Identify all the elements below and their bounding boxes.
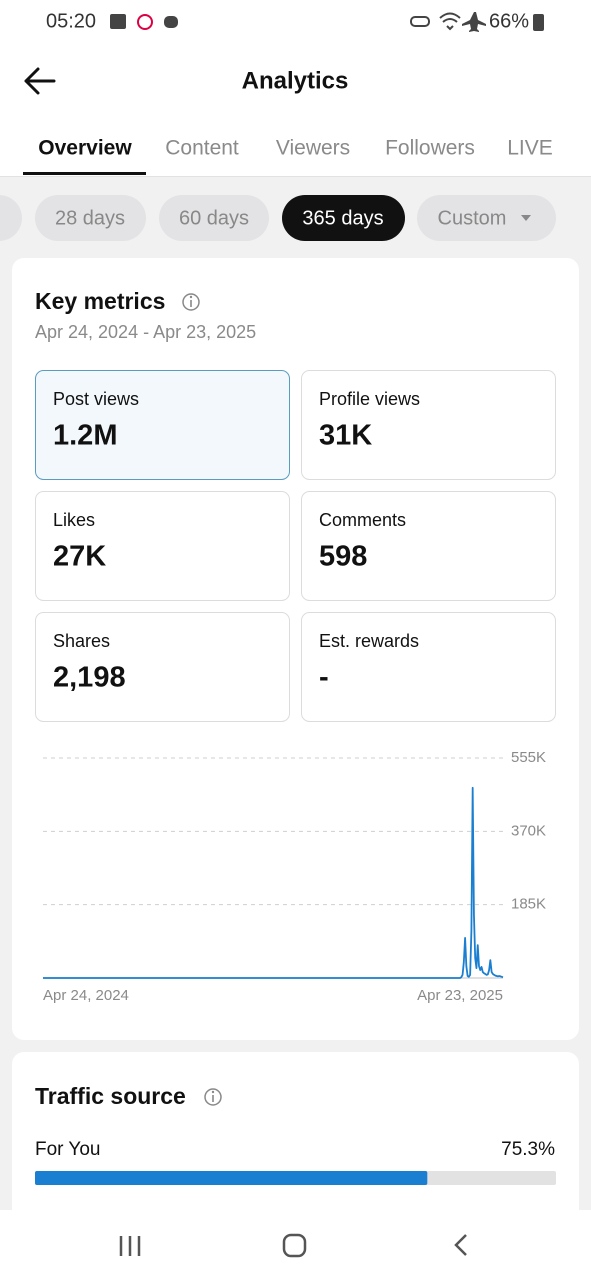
battery-icon [533,14,544,31]
y-tick-label: 185K [511,896,546,913]
range-chip[interactable] [159,195,269,241]
page-title: Analytics [242,67,349,94]
back-button[interactable] [24,67,56,95]
home-button[interactable] [282,1233,307,1258]
metric-tile[interactable] [301,491,556,601]
card-title: Traffic source [35,1083,186,1109]
metric-tile[interactable] [35,491,290,601]
y-tick-label: 555K [511,749,546,766]
range-label: Custom [438,207,507,229]
card-title: Key metrics [35,288,165,314]
range-chip[interactable] [417,195,556,241]
range-chip-active[interactable] [282,195,405,241]
status-time: 05:20 [46,10,96,32]
status-icon [410,16,430,27]
recents-button[interactable] [119,1236,141,1256]
metric-value: 1.2M [53,420,117,452]
date-range: Apr 24, 2024 - Apr 23, 2025 [35,322,256,342]
tab[interactable]: Viewers [276,137,350,160]
metrics-grid: Post views 1.2M Profile views 31K Likes 27K Co… [35,370,556,722]
metric-tile[interactable] [35,370,290,480]
metric-label: Shares [53,631,110,651]
metric-value: - [319,662,329,694]
range-chip[interactable] [35,195,146,241]
range-label: 60 days [179,207,249,229]
nav-back-button[interactable] [454,1234,467,1256]
traffic-card [12,1052,579,1252]
source-percent: 75.3% [501,1139,555,1160]
tab-underline [23,172,146,175]
info-icon[interactable] [182,293,200,311]
x-tick-label: Apr 24, 2024 [43,987,129,1004]
metric-label: Likes [53,510,95,530]
source-name: For You [35,1139,101,1160]
traffic-list: For You 75.3% [35,1139,556,1185]
tab[interactable]: Content [165,137,239,160]
metric-tile[interactable] [301,370,556,480]
metric-value: 27K [53,541,106,573]
top-bar [0,0,591,176]
tab[interactable]: LIVE [507,137,553,160]
metric-tile[interactable] [301,612,556,722]
metric-label: Comments [319,510,406,530]
range-label: 28 days [55,207,125,229]
wifi-icon [439,12,461,31]
x-tick-label: Apr 23, 2025 [417,987,503,1004]
progress-bar [35,1171,428,1185]
range-label: 365 days [302,207,383,229]
metric-label: Profile views [319,389,420,409]
metric-tile[interactable] [35,612,290,722]
status-icon [137,14,153,30]
status-battery: 66% [489,10,529,32]
metric-value: 598 [319,541,367,573]
range-chip[interactable] [0,195,22,241]
metric-value: 31K [319,420,372,452]
y-tick-label: 370K [511,822,546,839]
tab[interactable]: Overview [38,137,132,160]
airplane-icon [462,12,486,32]
metric-value: 2,198 [53,662,126,694]
data-line [43,786,504,979]
metric-label: Post views [53,389,139,409]
tab[interactable]: Followers [385,137,475,160]
chart: 185K 370K 555K Apr 24, 2024 Apr 23, 2025 [43,749,546,1004]
info-icon[interactable] [204,1088,222,1106]
dropdown-icon [521,215,531,221]
status-icon [110,14,126,29]
status-icon [164,16,178,28]
metric-label: Est. rewards [319,631,419,651]
nav-bar [0,1210,591,1280]
